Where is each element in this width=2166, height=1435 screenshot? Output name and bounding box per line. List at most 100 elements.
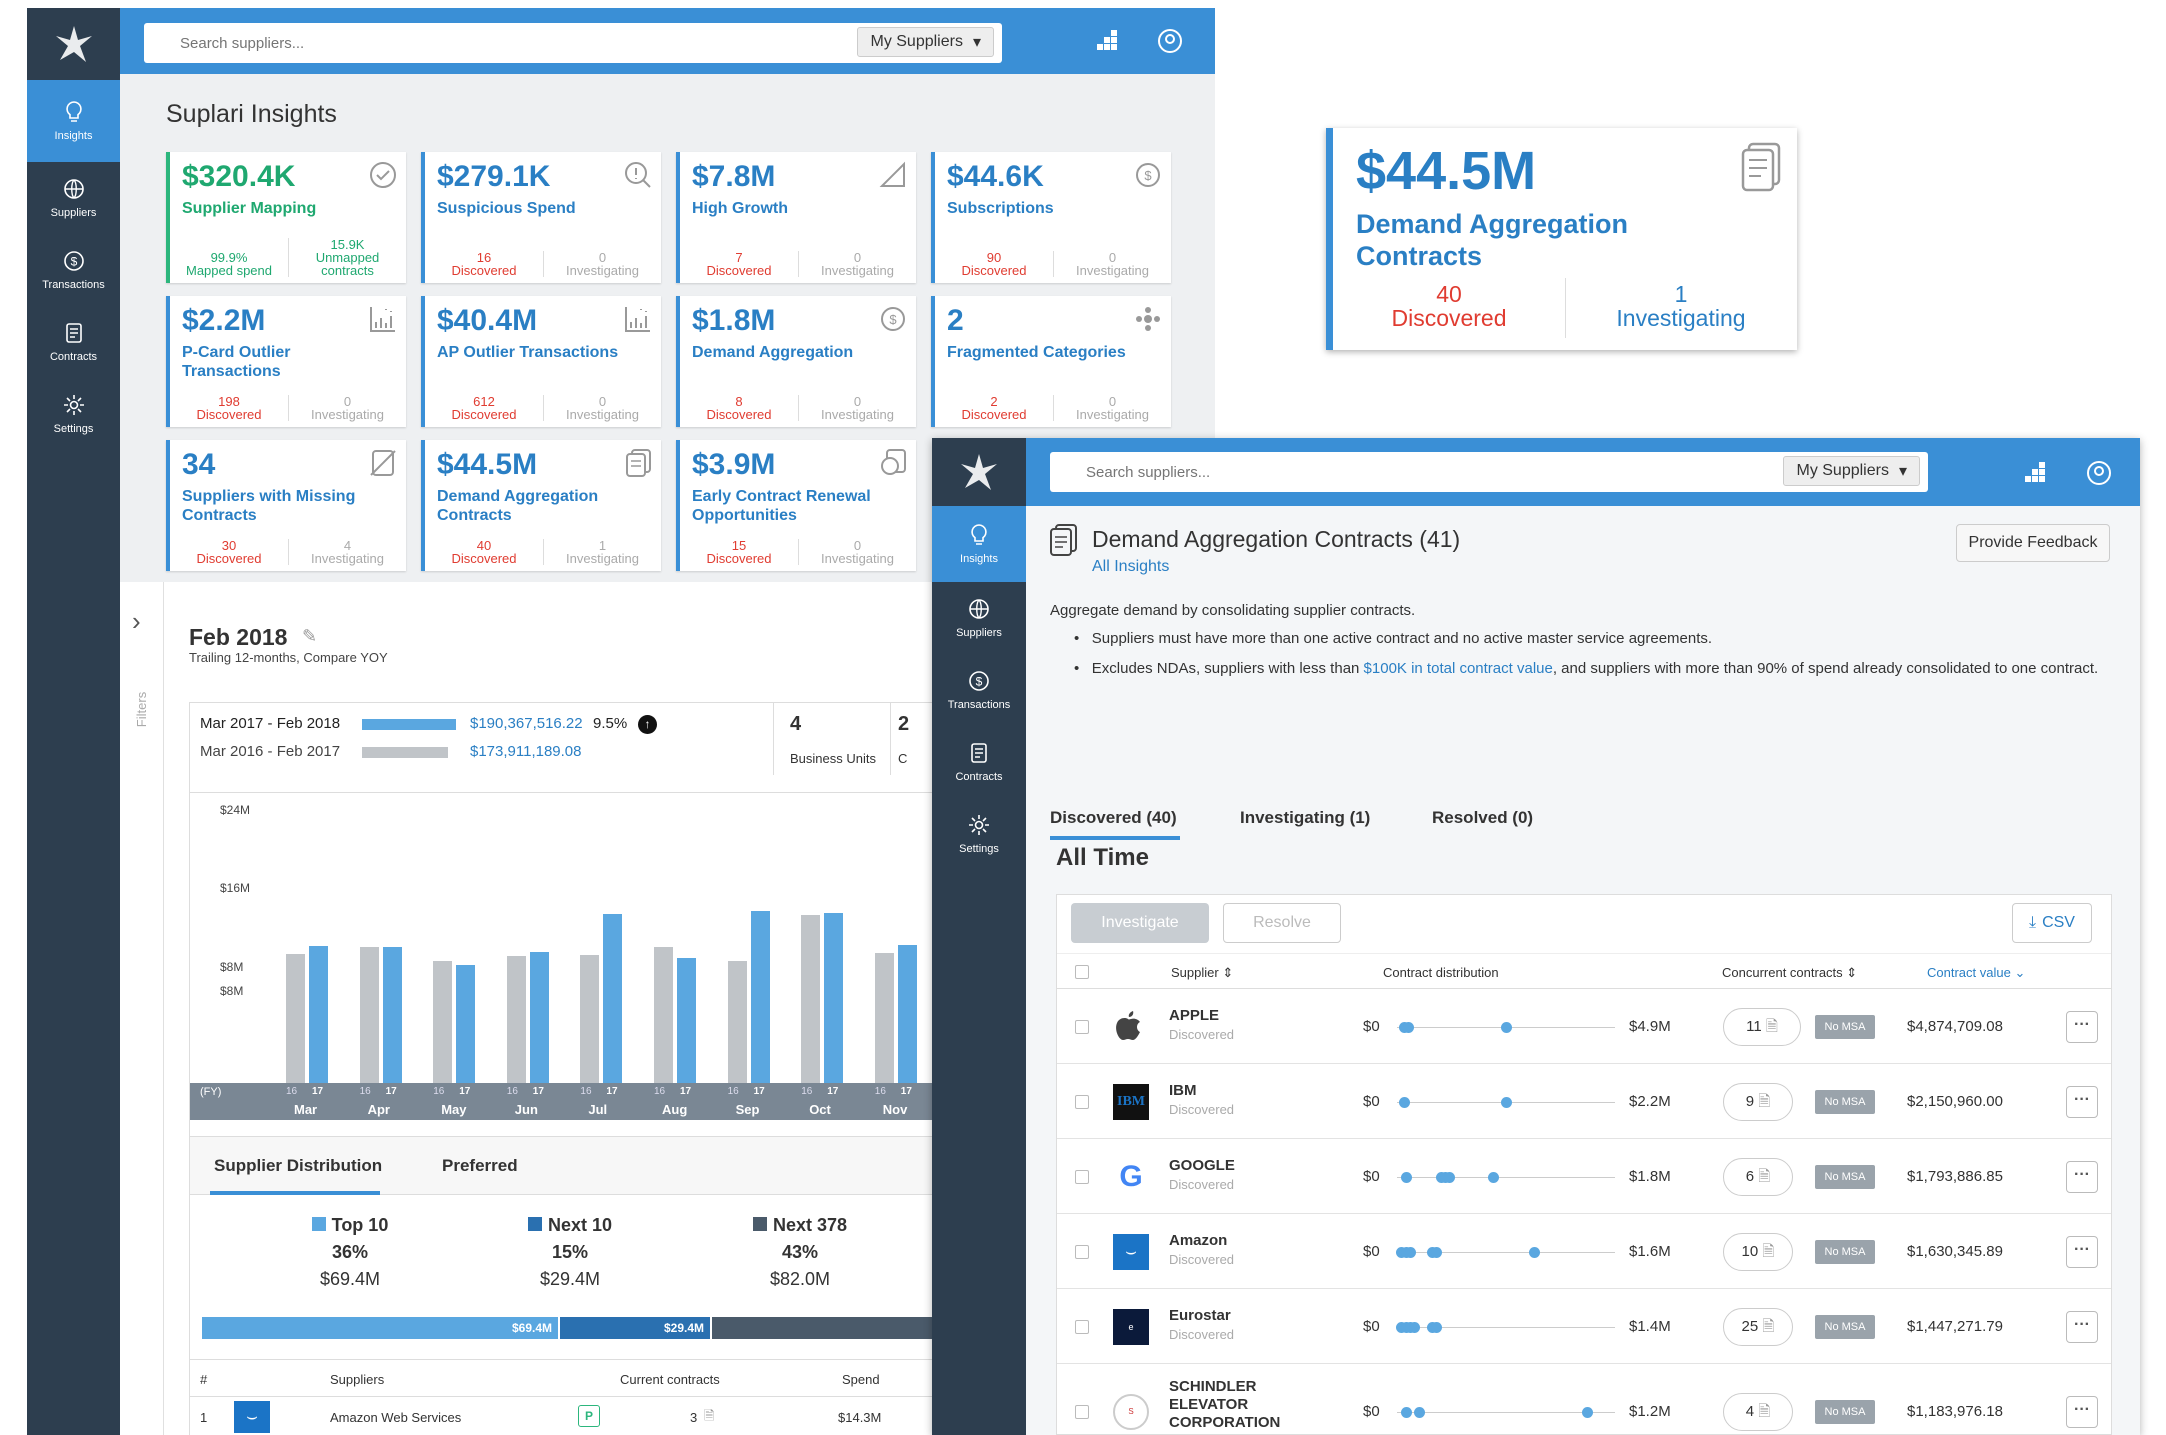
concurrent-contracts-pill[interactable]: 11 🗎 xyxy=(1723,1007,1801,1046)
suplari-logo[interactable] xyxy=(932,438,1026,506)
user-account-icon[interactable] xyxy=(1157,28,1183,59)
supplier-filter-dropdown[interactable]: My Suppliers ▾ xyxy=(857,27,994,57)
bar-apr-17[interactable] xyxy=(382,947,402,1083)
bar-jul-17[interactable] xyxy=(603,913,623,1083)
contract-dot[interactable] xyxy=(1529,1246,1541,1258)
contract-dot[interactable] xyxy=(1413,1406,1425,1418)
edit-pencil-icon[interactable]: ✎ xyxy=(302,626,318,646)
table-row[interactable]: 1 ⌣ Amazon Web Services P 3 🗎 $14.3M xyxy=(190,1397,1214,1435)
insight-card[interactable]: $44.5M Demand Aggregation Contracts 40 Disc… xyxy=(421,440,661,571)
supplier-row[interactable]: APPLE Discovered $0 $4.9M 11 🗎 No MSA $4,874,7… xyxy=(1057,989,2111,1064)
insight-card[interactable]: 34 Suppliers with Missing Contracts 30 Disc… xyxy=(166,440,406,571)
provide-feedback-button[interactable]: Provide Feedback xyxy=(1956,524,2110,562)
contract-dot[interactable] xyxy=(1409,1321,1421,1333)
tab-supplier-distribution[interactable]: Supplier Distribution xyxy=(214,1156,383,1175)
contract-dot[interactable] xyxy=(1431,1246,1443,1258)
contract-value-link[interactable]: $100K in total contract value xyxy=(1363,660,1553,677)
nav-contracts[interactable]: Contracts xyxy=(932,726,1026,798)
nav-settings[interactable]: Settings xyxy=(27,378,120,450)
concurrent-contracts-pill[interactable]: 25 🗎 xyxy=(1723,1307,1793,1346)
nav-transactions[interactable]: $ Transactions xyxy=(932,654,1026,726)
tab-investigating[interactable]: Investigating (1) xyxy=(1240,808,1371,827)
more-options-icon[interactable]: ··· xyxy=(2066,1160,2098,1193)
select-all-checkbox[interactable] xyxy=(1075,965,1089,979)
more-options-icon[interactable]: ··· xyxy=(2066,1085,2098,1118)
insight-card[interactable]: $279.1K Suspicious Spend 16 Discovered 0 Inve… xyxy=(421,152,661,283)
tab-resolved[interactable]: Resolved (0) xyxy=(1432,808,1534,827)
bar-aug-17[interactable] xyxy=(677,958,696,1083)
bar-sep-16[interactable] xyxy=(727,960,747,1083)
contract-dot[interactable] xyxy=(1402,1021,1414,1033)
org-chart-icon[interactable] xyxy=(2023,460,2049,491)
bar-may-17[interactable] xyxy=(456,965,476,1083)
col-supplier[interactable]: Supplier ⇕ xyxy=(1171,965,1233,981)
bar-aug-16[interactable] xyxy=(654,947,673,1083)
contract-dot[interactable] xyxy=(1398,1096,1410,1108)
supplier-row[interactable]: e Eurostar Discovered $0 $1.4M 25 🗎 No MSA $1,4… xyxy=(1057,1289,2111,1364)
insight-card[interactable]: $44.6K Subscriptions $90 Discovered 0 Investi… xyxy=(931,152,1171,283)
supplier-name[interactable]: Amazon xyxy=(1169,1232,1228,1249)
bar-jul-16[interactable] xyxy=(580,955,600,1083)
suplari-logo[interactable] xyxy=(27,8,120,80)
insight-card[interactable]: $7.8M High Growth 7 Discovered 0 Investigatin… xyxy=(676,152,916,283)
bar-apr-16[interactable] xyxy=(359,947,379,1083)
bar-oct-16[interactable] xyxy=(801,915,821,1083)
insight-card[interactable]: $320.4K Supplier Mapping 99.9% Mapped spend… xyxy=(166,152,406,283)
search-box[interactable]: My Suppliers ▾ xyxy=(1050,452,1928,492)
insight-card[interactable]: $40.4M AP Outlier Transactions 612 Discover… xyxy=(421,296,661,427)
concurrent-contracts-pill[interactable]: 6 🗎 xyxy=(1723,1157,1793,1196)
row-checkbox[interactable] xyxy=(1075,1319,1089,1334)
tab-preferred[interactable]: Preferred xyxy=(442,1156,518,1175)
supplier-row[interactable]: ⌣ Amazon Discovered $0 $1.6M 10 🗎 No MSA $1,630… xyxy=(1057,1214,2111,1289)
row-checkbox[interactable] xyxy=(1075,1019,1089,1034)
nav-suppliers[interactable]: Suppliers xyxy=(932,582,1026,654)
contract-dot[interactable] xyxy=(1405,1246,1417,1258)
supplier-name[interactable]: GOOGLE xyxy=(1169,1157,1235,1174)
supplier-name[interactable]: SCHINDLER ELEVATOR CORPORATION xyxy=(1169,1378,1281,1431)
concurrent-contracts-pill[interactable]: 10 🗎 xyxy=(1723,1232,1793,1271)
nav-insights[interactable]: Insights xyxy=(932,506,1026,582)
insight-card[interactable]: 2 Fragmented Categories 2 Discovered 0 Invest… xyxy=(931,296,1171,427)
row-checkbox[interactable] xyxy=(1075,1094,1089,1109)
insight-card[interactable]: $2.2M P-Card Outlier Transactions 198 Disco… xyxy=(166,296,406,427)
concurrent-contracts-pill[interactable]: 4 🗎 xyxy=(1723,1392,1793,1431)
bar-may-16[interactable] xyxy=(433,960,453,1083)
org-chart-icon[interactable] xyxy=(1095,28,1121,59)
contract-dot[interactable] xyxy=(1501,1021,1512,1033)
row-supplier-name[interactable]: Amazon Web Services xyxy=(330,1410,462,1425)
insight-card[interactable]: $3.9M Early Contract Renewal Opportunitie… xyxy=(676,440,916,571)
supplier-filter-dropdown[interactable]: My Suppliers ▾ xyxy=(1783,456,1920,486)
bar-jun-16[interactable] xyxy=(506,956,526,1083)
bar-nov-17[interactable] xyxy=(897,945,917,1083)
insight-card[interactable]: $1.8M Demand Aggregation $8 Discovered 0 Inve… xyxy=(676,296,916,427)
row-checkbox[interactable] xyxy=(1075,1244,1089,1259)
chevron-right-icon[interactable]: › xyxy=(132,606,141,636)
filters-rail[interactable]: › Filters xyxy=(120,582,164,1435)
csv-download-button[interactable]: ⤓ CSV xyxy=(2012,903,2092,943)
contract-dot[interactable] xyxy=(1487,1171,1499,1183)
investigate-button[interactable]: Investigate xyxy=(1071,903,1209,943)
bar-oct-17[interactable] xyxy=(824,912,844,1083)
col-concurrent[interactable]: Concurrent contracts ⇕ xyxy=(1722,965,1857,981)
contract-dot[interactable] xyxy=(1400,1406,1412,1418)
nav-settings[interactable]: Settings xyxy=(932,798,1026,870)
supplier-name[interactable]: Eurostar xyxy=(1169,1307,1231,1324)
featured-insight-card[interactable]: $44.5M Demand Aggregation Contracts 40 Di… xyxy=(1326,128,1797,350)
supplier-row[interactable]: G GOOGLE Discovered $0 $1.8M 6 🗎 No MSA $1,793,… xyxy=(1057,1139,2111,1214)
more-options-icon[interactable]: ··· xyxy=(2066,1310,2098,1343)
contract-dot[interactable] xyxy=(1400,1171,1412,1183)
more-options-icon[interactable]: ··· xyxy=(2066,1235,2098,1268)
contract-dot[interactable] xyxy=(1431,1321,1443,1333)
more-options-icon[interactable]: ··· xyxy=(2066,1010,2098,1043)
nav-suppliers[interactable]: Suppliers xyxy=(27,162,120,234)
bar-jun-17[interactable] xyxy=(529,951,549,1083)
col-contract-value[interactable]: Contract value ⌄ xyxy=(1927,965,2025,981)
search-box[interactable]: My Suppliers ▾ xyxy=(144,23,1002,63)
supplier-name[interactable]: IBM xyxy=(1169,1082,1197,1099)
contract-dot[interactable] xyxy=(1581,1406,1593,1418)
more-options-icon[interactable]: ··· xyxy=(2066,1395,2098,1428)
search-input[interactable] xyxy=(1050,452,1928,492)
breadcrumb-all-insights[interactable]: All Insights xyxy=(1092,558,1170,575)
tab-discovered[interactable]: Discovered (40) xyxy=(1050,808,1177,827)
